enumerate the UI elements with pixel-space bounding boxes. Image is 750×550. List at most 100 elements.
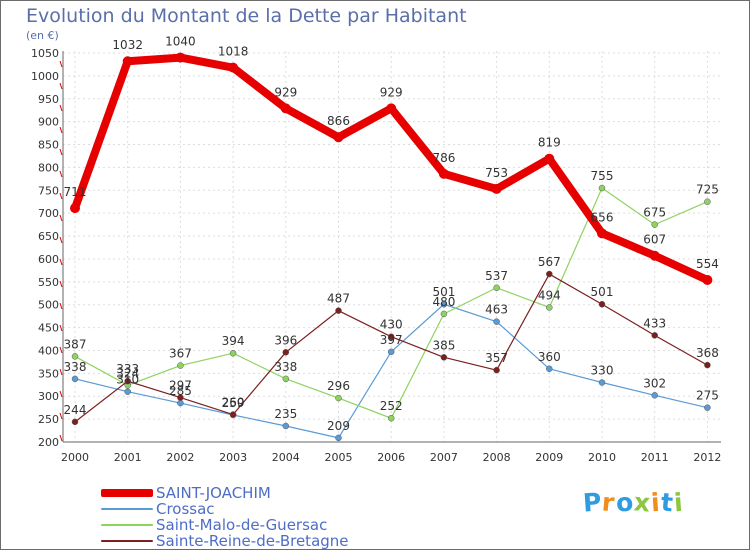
- y-axis-marker: [59, 324, 63, 332]
- y-axis-marker: [59, 82, 63, 90]
- data-label-crossac: 310: [116, 373, 139, 387]
- data-label-sainte-reine-de-bretagne: 501: [591, 285, 614, 299]
- data-point-crossac: [651, 392, 658, 399]
- legend-label: SAINT-JOACHIM: [156, 484, 271, 502]
- data-label-saint-malo-de-guersac: 494: [538, 288, 561, 302]
- legend-label: Crossac: [156, 500, 215, 518]
- data-point-saint-malo-de-guersac: [282, 375, 290, 383]
- data-label-crossac: 463: [485, 303, 508, 317]
- y-tick-label: 900: [38, 116, 59, 129]
- data-label-saint-joachim: 554: [696, 257, 719, 271]
- data-point-saint-joachim: [333, 132, 344, 143]
- data-point-sainte-reine-de-bretagne: [387, 333, 395, 340]
- data-label-crossac: 338: [64, 360, 87, 374]
- data-point-saint-malo-de-guersac: [704, 198, 711, 205]
- data-label-saint-joachim: 1032: [112, 38, 143, 52]
- y-tick-label: 1050: [31, 47, 59, 60]
- y-tick-label: 400: [38, 344, 59, 357]
- data-label-sainte-reine-de-bretagne: 433: [643, 316, 666, 330]
- y-axis-marker: [59, 60, 63, 68]
- data-point-crossac: [335, 434, 342, 442]
- y-tick-label: 500: [38, 299, 59, 312]
- data-label-crossac: 235: [274, 407, 297, 421]
- data-point-saint-malo-de-guersac: [229, 349, 237, 357]
- y-axis-marker: [59, 412, 63, 420]
- data-point-sainte-reine-de-bretagne: [493, 366, 500, 374]
- x-tick-label: 2008: [483, 451, 511, 464]
- data-label-sainte-reine-de-bretagne: 333: [116, 362, 139, 376]
- legend-swatch: [101, 524, 153, 526]
- data-point-saint-joachim: [544, 153, 555, 164]
- data-label-sainte-reine-de-bretagne: 368: [696, 346, 719, 360]
- data-label-saint-malo-de-guersac: 387: [64, 337, 87, 351]
- data-point-saint-malo-de-guersac: [177, 362, 184, 369]
- y-tick-label: 450: [38, 322, 59, 335]
- data-label-saint-malo-de-guersac: 480: [432, 295, 455, 309]
- data-label-saint-joachim: 1040: [165, 35, 196, 49]
- legend-swatch: [101, 508, 153, 510]
- logo-letter: i: [672, 487, 685, 518]
- x-tick-label: 2005: [325, 451, 353, 464]
- data-point-crossac: [440, 300, 448, 308]
- y-axis-marker: [59, 280, 63, 288]
- data-point-crossac: [387, 348, 395, 356]
- y-tick-label: 300: [38, 390, 59, 403]
- x-tick-label: 2006: [377, 451, 405, 464]
- y-tick-label: 200: [38, 436, 59, 449]
- y-axis-marker: [59, 346, 63, 354]
- legend-label: Saint-Malo-de-Guersac: [156, 516, 328, 534]
- data-label-saint-joachim: 607: [643, 233, 666, 247]
- data-point-saint-malo-de-guersac: [71, 353, 79, 360]
- data-point-saint-malo-de-guersac: [493, 284, 500, 292]
- y-tick-label: 250: [38, 413, 59, 426]
- data-label-saint-joachim: 786: [432, 151, 455, 165]
- y-axis-marker: [59, 434, 63, 442]
- y-tick-label: 350: [38, 367, 59, 380]
- data-label-saint-joachim: 929: [380, 85, 403, 99]
- y-tick-label: 850: [38, 139, 59, 152]
- y-tick-label: 550: [38, 276, 59, 289]
- data-point-crossac: [493, 318, 500, 325]
- proxiti-logo: Proxiti: [582, 487, 685, 518]
- y-axis-marker: [59, 148, 63, 156]
- data-label-crossac: 209: [327, 419, 350, 433]
- data-point-sainte-reine-de-bretagne: [229, 411, 237, 418]
- y-tick-label: 950: [38, 93, 59, 106]
- data-point-saint-joachim: [70, 203, 80, 214]
- data-point-sainte-reine-de-bretagne: [177, 394, 184, 401]
- x-tick-label: 2004: [272, 451, 300, 464]
- data-label-saint-joachim: 1018: [218, 45, 249, 59]
- data-label-sainte-reine-de-bretagne: 487: [327, 292, 350, 306]
- data-label-crossac: 285: [169, 384, 192, 398]
- logo-letter: o: [614, 487, 635, 518]
- data-point-saint-joachim: [649, 250, 660, 261]
- y-axis-marker: [59, 214, 63, 222]
- data-point-saint-joachim: [597, 228, 607, 239]
- data-point-saint-malo-de-guersac: [387, 414, 395, 422]
- plot-area: [63, 51, 721, 442]
- y-axis-marker: [59, 192, 63, 200]
- data-label-saint-joachim: 819: [538, 136, 561, 150]
- data-label-sainte-reine-de-bretagne: 396: [274, 333, 297, 347]
- data-point-sainte-reine-de-bretagne: [598, 300, 606, 308]
- x-tick-label: 2002: [166, 451, 194, 464]
- data-label-sainte-reine-de-bretagne: 357: [485, 351, 508, 365]
- data-point-saint-malo-de-guersac: [546, 304, 553, 311]
- data-label-saint-malo-de-guersac: 537: [485, 269, 508, 283]
- x-tick-label: 2012: [693, 451, 721, 464]
- data-point-saint-joachim: [491, 183, 502, 194]
- legend-swatch: [101, 489, 153, 497]
- data-point-saint-joachim: [386, 103, 397, 114]
- y-axis-marker: [59, 258, 63, 266]
- data-label-sainte-reine-de-bretagne: 567: [538, 255, 561, 269]
- data-point-saint-malo-de-guersac: [598, 184, 606, 192]
- data-point-saint-joachim: [122, 56, 133, 67]
- data-label-crossac: 302: [643, 376, 666, 390]
- data-label-sainte-reine-de-bretagne: 244: [64, 403, 87, 417]
- y-tick-label: 800: [38, 161, 59, 174]
- data-point-crossac: [71, 375, 79, 383]
- data-point-sainte-reine-de-bretagne: [651, 332, 658, 339]
- x-tick-label: 2009: [535, 451, 563, 464]
- chart-title: Evolution du Montant de la Dette par Hab…: [26, 5, 467, 27]
- data-point-saint-joachim: [438, 168, 449, 179]
